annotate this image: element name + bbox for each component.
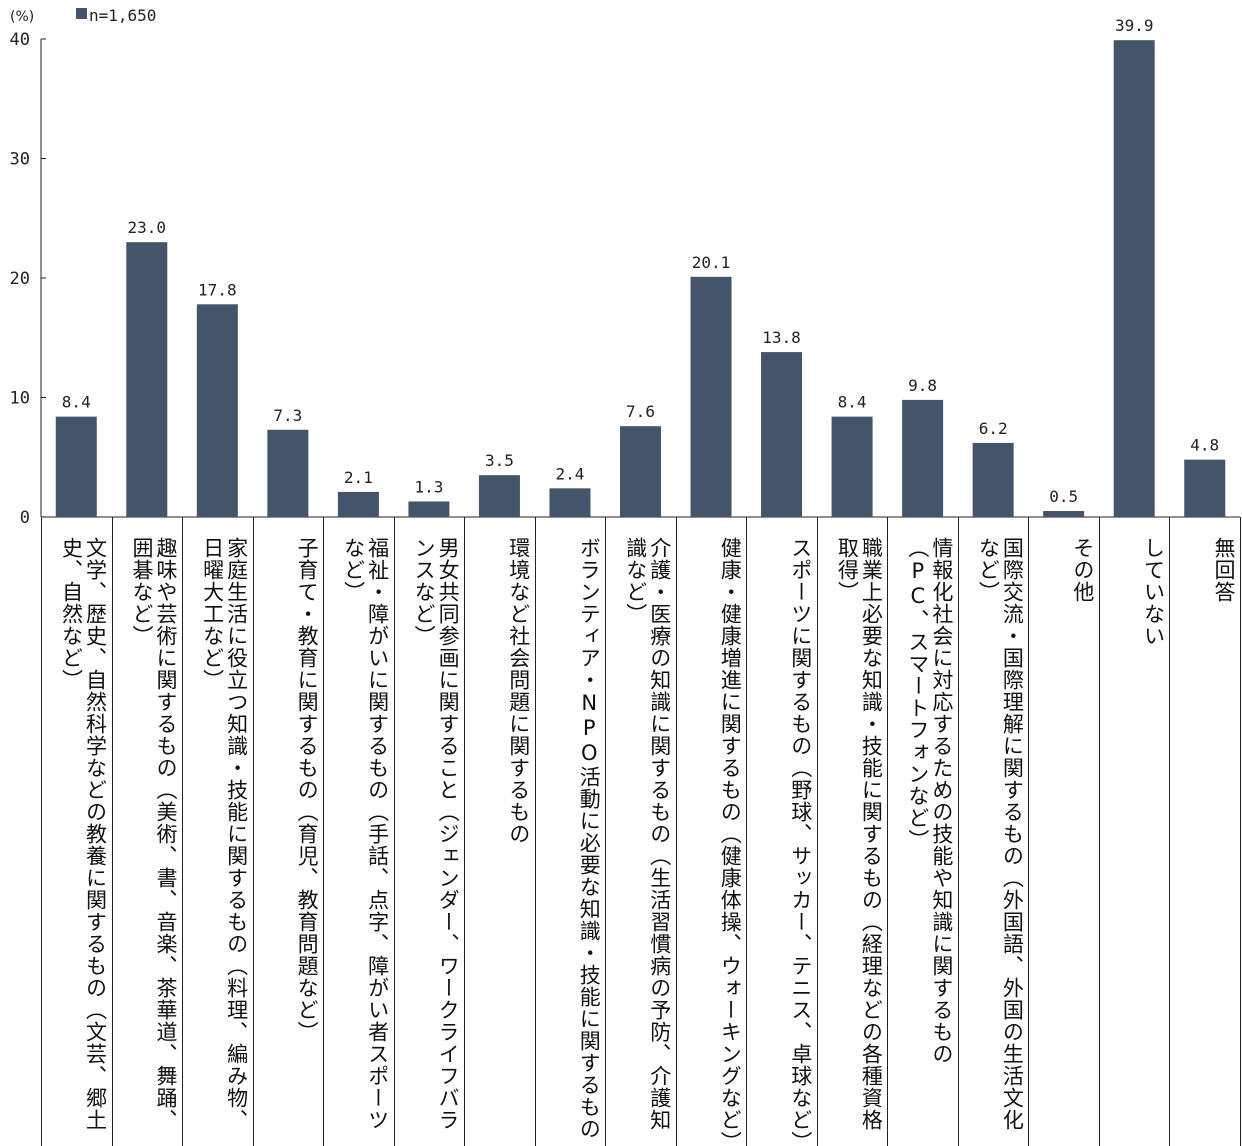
bar-value-label: 8.4 (62, 393, 91, 412)
y-tick-label: 0 (20, 508, 30, 528)
category-label: 健康・健康増進に関するもの（健康体操、ウォーキングなど） (718, 537, 743, 1143)
category-label: 国際交流・国際理解に関するもの（外国語、外国の生活文化など） (976, 537, 1025, 1131)
bar-value-label: 8.4 (838, 393, 867, 412)
bar-value-label: 7.6 (626, 402, 655, 421)
category-label: 子育て・教育に関するもの（育児、教育問題など） (295, 537, 320, 1043)
category-label: 環境など社会問題に関するもの (506, 537, 531, 845)
bar-value-label: 3.5 (485, 451, 514, 470)
bar (761, 352, 803, 517)
legend-label: n=1,650 (89, 6, 156, 25)
y-tick-label: 10 (10, 389, 30, 409)
bar-value-label: 20.1 (692, 253, 731, 272)
bar (337, 491, 379, 517)
category-label: していない (1141, 537, 1166, 647)
bar-value-label: 9.8 (908, 376, 937, 395)
category-label: 文学、歴史、自然科学などの教養に関するもの（文芸、郷土史、自然など） (59, 537, 108, 1131)
category-label: 家庭生活に役立つ知識・技能に関するもの（料理、編み物、日曜大工など） (200, 537, 249, 1131)
bar-value-label: 39.9 (1115, 16, 1154, 35)
bar (690, 276, 732, 517)
bar (1113, 40, 1155, 517)
category-label: 男女共同参画に関すること（ジェンダー、ワークライフバランスなど） (412, 537, 461, 1131)
category-label: 介護・医療の知識に関するもの（生活習慣病の予防、介護知識など） (623, 537, 672, 1131)
bar-value-label: 23.0 (128, 218, 167, 237)
bar (620, 426, 661, 517)
y-tick-label: 30 (10, 150, 30, 170)
bar-value-label: 7.3 (273, 406, 302, 425)
y-tick-label: 20 (10, 269, 30, 289)
bar-value-label: 2.4 (556, 464, 585, 483)
bar (1043, 511, 1085, 517)
category-label: その他 (1070, 537, 1095, 603)
bar (1184, 459, 1226, 517)
bar (267, 429, 309, 517)
bar (55, 416, 97, 517)
bar-value-label: 0.5 (1049, 487, 1078, 506)
bar (972, 442, 1014, 517)
bar-value-label: 1.3 (414, 477, 443, 496)
legend-swatch (76, 8, 87, 19)
y-unit-label: (%) (10, 9, 34, 25)
category-label: 無回答 (1211, 537, 1236, 603)
category-label: 趣味や芸術に関するもの（美術、書、音楽、茶華道、舞踊、囲碁など） (130, 537, 179, 1131)
bar (408, 501, 450, 517)
bar-value-label: 4.8 (1190, 436, 1219, 455)
bar (478, 475, 520, 517)
bar (126, 242, 168, 517)
category-label: 情報化社会に対応するための技能や知識に関するもの（PC、スマートフォンなど） (905, 537, 954, 1065)
bar-value-label: 13.8 (762, 328, 801, 347)
bar-value-label: 17.8 (198, 280, 237, 299)
bar-value-label: 6.2 (979, 419, 1008, 438)
category-label: ボランティア・NPO活動に必要な知識・技能に関するもの (577, 537, 602, 1140)
bar (902, 399, 944, 517)
y-tick-label: 40 (10, 30, 30, 50)
bar (831, 416, 873, 517)
bar (196, 304, 238, 517)
category-label: 福祉・障がいに関するもの（手話、点字、障がい者スポーツなど） (341, 537, 390, 1131)
category-label: スポーツに関するもの（野球、サッカー、テニス、卓球など） (788, 537, 813, 1143)
bar-value-label: 2.1 (344, 468, 373, 487)
category-label: 職業上必要な知識・技能に関するもの（経理などの各種資格取得） (835, 537, 884, 1131)
bar (549, 488, 591, 517)
